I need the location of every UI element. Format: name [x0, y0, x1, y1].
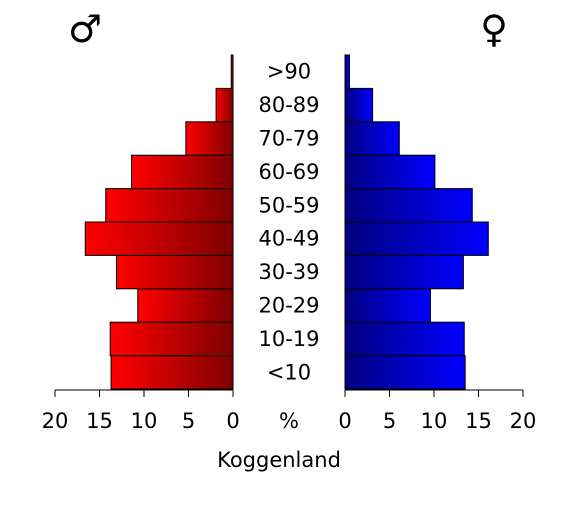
female-bar->90	[344, 54, 350, 89]
male-bar->90	[230, 54, 234, 89]
left-tick-label-20: 20	[42, 409, 69, 433]
male-bar-40-49	[84, 221, 234, 256]
right-tick-label-10: 10	[421, 409, 448, 433]
axes: 0 0 5 5 10 10 15 15 20 20	[42, 389, 537, 433]
left-tick-label-15: 15	[86, 409, 113, 433]
female-bar-70-79	[344, 121, 400, 156]
male-bar-70-79	[185, 121, 234, 156]
female-bars	[344, 54, 489, 390]
male-bar-20-29	[137, 288, 234, 323]
x-axis-title: Koggenland	[217, 448, 341, 472]
age-label-80-89: 80-89	[258, 93, 319, 117]
age-label-30-39: 30-39	[258, 260, 319, 284]
female-symbol: ♀	[480, 7, 508, 51]
left-tick-label-10: 10	[131, 409, 158, 433]
female-bar-80-89	[344, 87, 374, 123]
age-label-70-79: 70-79	[258, 127, 319, 151]
right-tick-label-5: 5	[383, 409, 396, 433]
male-symbol: ♂	[68, 7, 102, 51]
age-label-40-49: 40-49	[258, 227, 319, 251]
female-bar-50-59	[344, 188, 473, 223]
male-bar-30-39	[115, 254, 234, 290]
male-bar-80-89	[215, 87, 234, 123]
age-label-50-59: 50-59	[258, 193, 319, 217]
right-tick-label-15: 15	[465, 409, 492, 433]
right-tick-label-0: 0	[338, 409, 351, 433]
female-bar-40-49	[344, 221, 489, 256]
unit-label: %	[279, 409, 299, 433]
age-group-labels: <10 10-19 20-29 30-39 40-49 50-59 60-69 70-79 80…	[258, 60, 319, 385]
male-bar-50-59	[105, 188, 234, 223]
female-bar-10-19	[344, 321, 465, 357]
male-bar-<10	[110, 355, 234, 390]
right-tick-label-20: 20	[510, 409, 537, 433]
age-label-10-19: 10-19	[258, 327, 319, 351]
age-label-20-29: 20-29	[258, 294, 319, 318]
left-tick-label-0: 0	[226, 409, 239, 433]
age-label-<10: <10	[267, 360, 311, 384]
male-bar-60-69	[131, 154, 234, 190]
male-bar-10-19	[109, 321, 234, 357]
female-bar-20-29	[344, 288, 431, 323]
left-tick-label-5: 5	[182, 409, 195, 433]
female-bar-<10	[344, 355, 466, 390]
age-label->90: >90	[267, 60, 311, 84]
female-bar-30-39	[344, 254, 464, 290]
male-bars	[84, 54, 234, 390]
age-label-60-69: 60-69	[258, 160, 319, 184]
female-bar-60-69	[344, 154, 436, 190]
